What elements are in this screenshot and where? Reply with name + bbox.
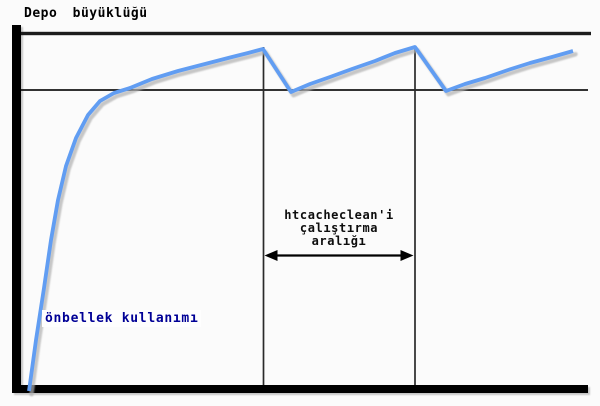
reference-line-depo-buyuklugu-siniri	[21, 31, 591, 36]
x-axis	[12, 385, 588, 393]
interval-label-line1: htcacheclean'i	[284, 208, 394, 222]
interval-label-line3: aralığı	[311, 234, 367, 248]
interval-arrow-right-head	[400, 250, 414, 261]
cache-usage-label: önbellek kullanımı	[42, 310, 202, 327]
interval-label-line2: çalıştırma	[299, 221, 379, 235]
cache-usage-curve	[27, 45, 574, 392]
y-axis	[12, 25, 21, 393]
htcacheclean-interval-label: htcacheclean'i çalıştırma aralığı	[263, 209, 415, 248]
page-title: Depo büyüklüğü	[24, 6, 148, 21]
cache-usage-curve-shadow	[29, 48, 578, 397]
interval-arrow-left-head	[264, 250, 278, 261]
